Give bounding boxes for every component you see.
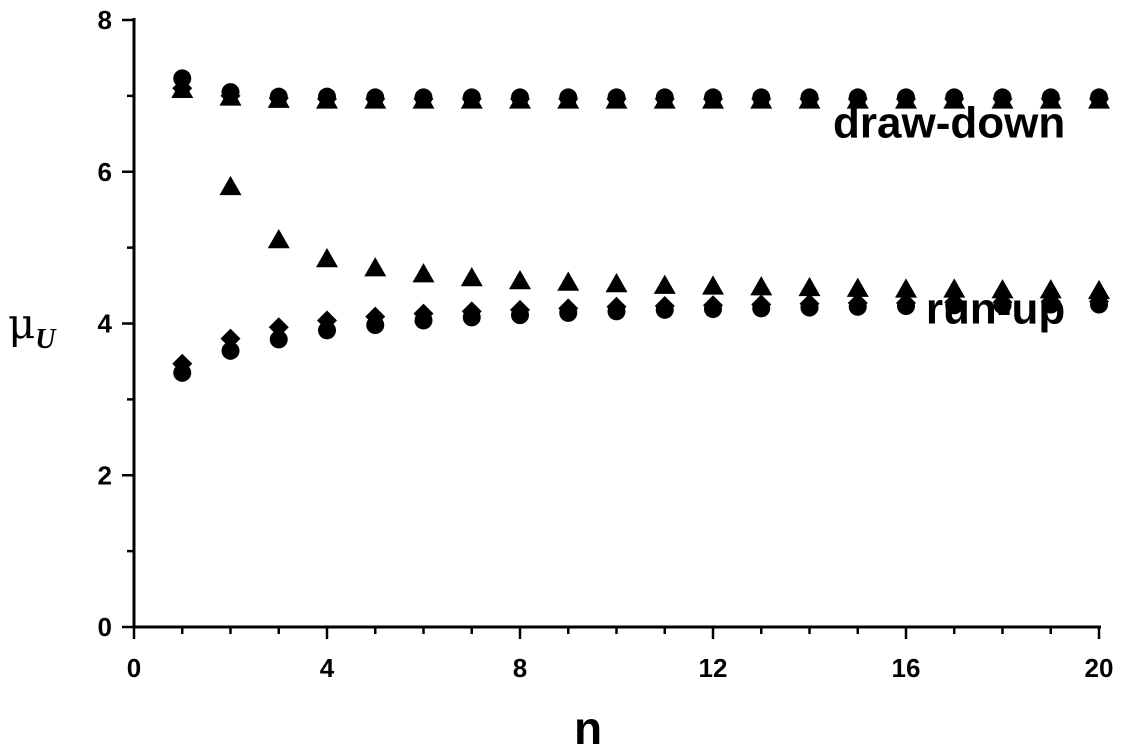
circle-marker bbox=[993, 88, 1012, 107]
triangle-marker bbox=[605, 273, 628, 293]
circle-marker bbox=[655, 88, 674, 107]
circle-marker bbox=[655, 300, 674, 319]
circle-marker bbox=[1090, 295, 1108, 314]
circle-marker bbox=[318, 87, 336, 106]
triangle-marker bbox=[798, 276, 821, 297]
circle-marker bbox=[848, 297, 867, 316]
circle-marker bbox=[800, 298, 819, 317]
triangle-marker bbox=[895, 278, 917, 298]
circle-marker bbox=[1041, 88, 1060, 107]
circle-marker bbox=[752, 88, 771, 107]
triangle-marker bbox=[943, 278, 966, 298]
circle-marker bbox=[993, 296, 1012, 315]
y-tick-label: 0 bbox=[98, 612, 112, 642]
annotation-draw-down: draw-down bbox=[833, 99, 1065, 148]
circle-marker bbox=[704, 300, 722, 319]
triangle-marker bbox=[846, 277, 869, 297]
triangle-marker bbox=[509, 270, 531, 290]
data-markers bbox=[171, 69, 1110, 382]
y-axis-title: μU bbox=[8, 299, 57, 355]
x-tick-label: 4 bbox=[320, 653, 335, 683]
x-tick-label: 12 bbox=[699, 653, 728, 683]
circle-marker bbox=[800, 88, 819, 107]
x-tick-label: 16 bbox=[892, 653, 921, 683]
annotation-run-up: run-up bbox=[926, 285, 1065, 334]
circle-marker bbox=[269, 330, 288, 349]
triangle-marker bbox=[557, 271, 580, 291]
circle-marker bbox=[173, 363, 192, 382]
circle-marker bbox=[897, 297, 915, 316]
x-tick-label: 20 bbox=[1085, 653, 1114, 683]
circle-marker bbox=[366, 316, 385, 335]
circle-marker bbox=[318, 321, 336, 340]
triangle-marker bbox=[653, 274, 676, 294]
circle-marker bbox=[752, 299, 771, 318]
circle-marker bbox=[704, 88, 722, 107]
y-tick-label: 6 bbox=[98, 157, 112, 187]
y-tick-label: 8 bbox=[98, 5, 112, 35]
triangle-marker bbox=[460, 266, 483, 287]
circle-marker bbox=[1041, 295, 1060, 314]
circle-marker bbox=[897, 88, 915, 107]
circle-marker bbox=[1090, 88, 1108, 107]
x-axis-title: n bbox=[574, 702, 602, 751]
triangle-marker bbox=[991, 279, 1014, 299]
circle-marker bbox=[173, 69, 192, 88]
circle-marker bbox=[945, 296, 964, 315]
circle-marker bbox=[607, 88, 626, 107]
y-tick-label: 2 bbox=[98, 460, 112, 490]
circle-marker bbox=[414, 88, 433, 107]
circle-marker bbox=[511, 88, 529, 107]
axis-labels: 0 4 8 12 16 20 0 2 4 6 8 bbox=[98, 5, 1114, 683]
circle-marker bbox=[462, 308, 481, 327]
circle-marker bbox=[414, 311, 433, 330]
triangle-marker bbox=[750, 276, 773, 296]
circle-marker bbox=[559, 303, 578, 322]
triangle-marker bbox=[702, 275, 724, 295]
circle-marker bbox=[221, 83, 240, 102]
y-axis-title-symbol: μ bbox=[8, 299, 35, 348]
triangle-marker bbox=[1039, 279, 1062, 299]
triangle-marker bbox=[267, 229, 290, 249]
x-tick-label: 8 bbox=[513, 653, 527, 683]
axes bbox=[122, 18, 1101, 639]
circle-marker bbox=[945, 88, 964, 107]
circle-marker bbox=[269, 87, 288, 106]
triangle-marker bbox=[364, 257, 387, 277]
circle-marker bbox=[607, 302, 626, 321]
x-tick-label: 0 bbox=[127, 653, 141, 683]
y-axis-title-subscript: U bbox=[35, 324, 57, 355]
circle-marker bbox=[221, 341, 240, 360]
circle-marker bbox=[366, 88, 385, 107]
triangle-marker bbox=[316, 248, 338, 268]
triangle-marker bbox=[219, 175, 242, 196]
circle-marker bbox=[559, 88, 578, 107]
circle-marker bbox=[462, 88, 481, 107]
y-tick-label: 4 bbox=[98, 309, 113, 339]
triangle-marker bbox=[412, 263, 435, 283]
triangle-marker bbox=[1088, 279, 1110, 300]
circle-marker bbox=[848, 88, 867, 107]
circle-marker bbox=[511, 306, 529, 325]
